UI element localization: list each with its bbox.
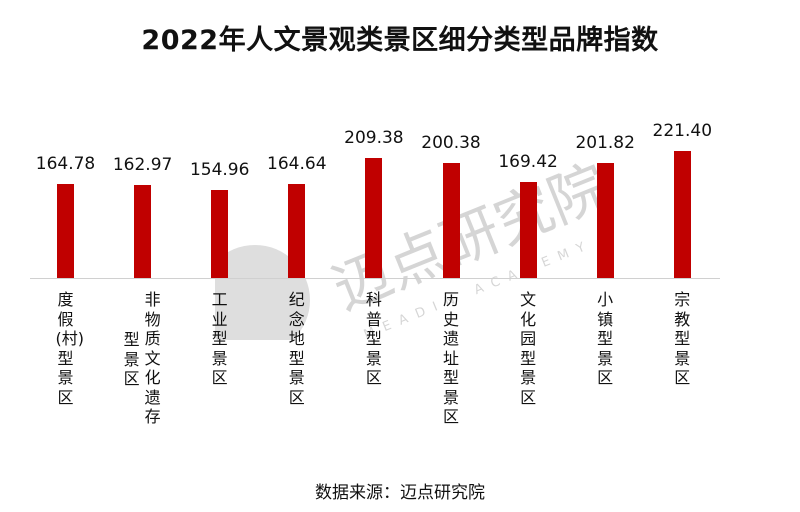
category-label: 小镇型景区: [597, 290, 614, 387]
category-label: 非物质文化遗存: [144, 290, 161, 426]
bar: [596, 162, 614, 278]
data-label: 164.64: [267, 154, 327, 175]
data-label: 201.82: [575, 132, 635, 153]
plot-area: 164.78 162.97 154.96 164.64 209.38 200.38 169.…: [30, 100, 720, 278]
category-label: 文化园型景区: [520, 290, 537, 407]
category-label: 型景区: [123, 330, 140, 388]
category-label: 纪念地型景区: [288, 290, 305, 407]
bar: [442, 163, 460, 278]
bar: [673, 151, 691, 278]
category-label: 工业型景区: [211, 290, 228, 387]
x-axis-line: [30, 278, 720, 279]
data-label: 209.38: [344, 128, 404, 149]
bar: [57, 184, 74, 278]
data-label: 221.40: [652, 121, 713, 142]
bar: [211, 190, 229, 278]
data-label: 169.42: [498, 151, 558, 172]
data-label: 154.96: [189, 160, 250, 181]
bar: [365, 158, 383, 278]
bar: [288, 184, 306, 278]
data-source-note: 数据来源：迈点研究院: [315, 483, 485, 503]
bar: [519, 181, 537, 278]
data-label: 162.97: [112, 155, 173, 176]
category-label: 度假(村)型景区: [55, 290, 85, 407]
chart-title: 2022年人文景观类景区细分类型品牌指数: [141, 25, 659, 56]
category-label: 科普型景区: [365, 290, 382, 387]
bar: [134, 185, 152, 278]
category-label: 历史遗址型景区: [442, 290, 459, 426]
data-label: 200.38: [421, 133, 481, 154]
category-label: 宗教型景区: [674, 290, 691, 387]
data-label: 164.78: [35, 154, 96, 175]
